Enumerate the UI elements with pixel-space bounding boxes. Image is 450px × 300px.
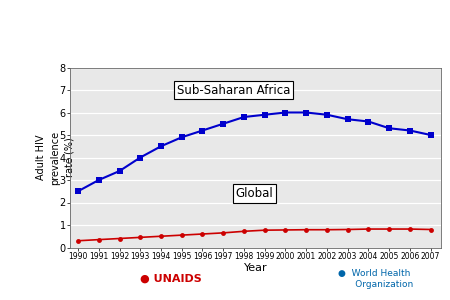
Text: globally and in Sub-Saharan Africa, 1990–2007: globally and in Sub-Saharan Africa, 1990… — [74, 42, 376, 52]
Text: Estimated adult (15–49 years) HIV prevalence rate (%): Estimated adult (15–49 years) HIV preval… — [49, 13, 401, 23]
X-axis label: Year: Year — [243, 263, 267, 273]
Text: Sub-Saharan Africa: Sub-Saharan Africa — [177, 83, 290, 97]
Text: Global: Global — [235, 187, 273, 200]
Text: ●  World Health
      Organization: ● World Health Organization — [338, 269, 413, 289]
Text: ● UNAIDS: ● UNAIDS — [140, 274, 202, 284]
Y-axis label: Adult HIV
prevalence
rate (%): Adult HIV prevalence rate (%) — [36, 130, 74, 184]
